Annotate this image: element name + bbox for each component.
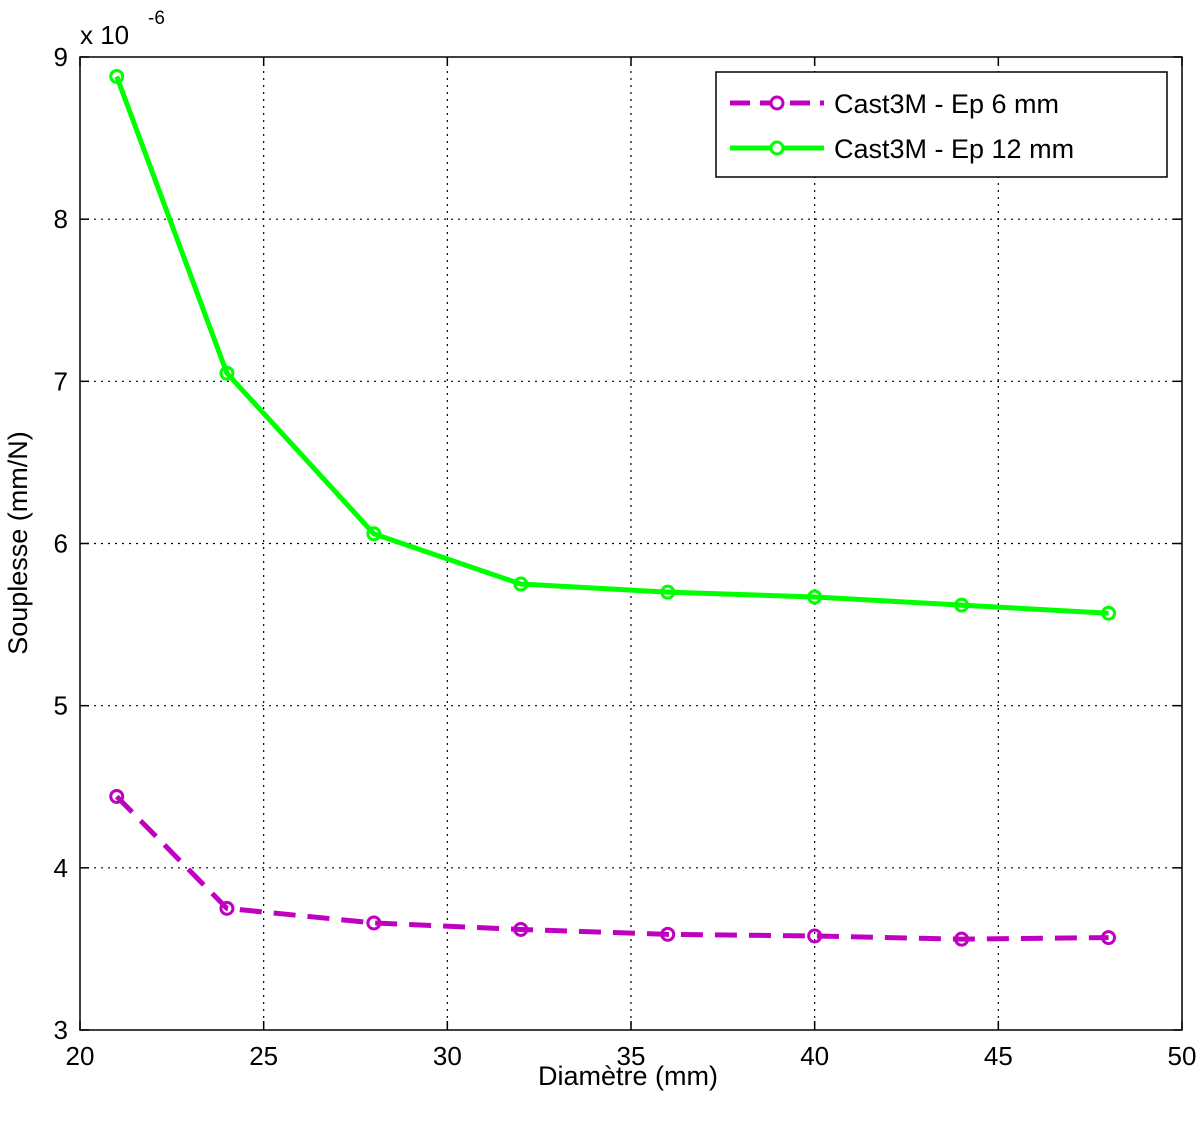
- data-point: [807, 589, 823, 605]
- x-axis-label: Diamètre (mm): [538, 1061, 718, 1091]
- legend-box: [715, 71, 1168, 178]
- y-axis-label: Souplesse (mm/N): [3, 431, 33, 655]
- x-tick-label: 35: [617, 1041, 646, 1071]
- series-layer: [109, 68, 1117, 947]
- y-tick-label: 6: [54, 529, 68, 559]
- data-point: [109, 788, 125, 804]
- y-exponent-base: x 10: [80, 20, 129, 50]
- data-point: [219, 900, 235, 916]
- data-point: [366, 915, 382, 931]
- series-line-ep6: [114, 794, 1109, 942]
- legend-label-ep12: Cast3M - Ep 12 mm: [834, 134, 1074, 164]
- x-tick-label: 50: [1168, 1041, 1197, 1071]
- x-tick-label: 30: [433, 1041, 462, 1071]
- x-tick-label: 40: [800, 1041, 829, 1071]
- series-line-ep12: [114, 75, 1109, 616]
- y-tick-label: 9: [54, 42, 68, 72]
- x-tick-label: 20: [66, 1041, 95, 1071]
- x-tick-label: 25: [249, 1041, 278, 1071]
- y-tick-label: 5: [54, 691, 68, 721]
- grid-layer: [80, 57, 1182, 1030]
- x-tick-label: 45: [984, 1041, 1013, 1071]
- data-point: [513, 576, 529, 592]
- data-point: [1101, 930, 1117, 946]
- data-point: [954, 931, 970, 947]
- legend-marker-ep6: [769, 95, 785, 111]
- data-point: [219, 365, 235, 381]
- y-tick-label: 4: [54, 853, 68, 883]
- y-tick-label: 3: [54, 1015, 68, 1045]
- y-tick-label: 7: [54, 366, 68, 396]
- legend-label-ep6: Cast3M - Ep 6 mm: [834, 89, 1059, 119]
- data-point: [660, 926, 676, 942]
- y-exponent: -6: [148, 8, 165, 29]
- legend-marker-ep12: [769, 140, 785, 156]
- data-point: [513, 921, 529, 937]
- data-point: [807, 928, 823, 944]
- y-tick-label: 8: [54, 204, 68, 234]
- data-point: [366, 526, 382, 542]
- data-point: [109, 68, 125, 84]
- data-point: [954, 597, 970, 613]
- data-point: [1101, 605, 1117, 621]
- legend: Cast3M - Ep 6 mm Cast3M - Ep 12 mm: [715, 71, 1168, 178]
- data-point: [660, 584, 676, 600]
